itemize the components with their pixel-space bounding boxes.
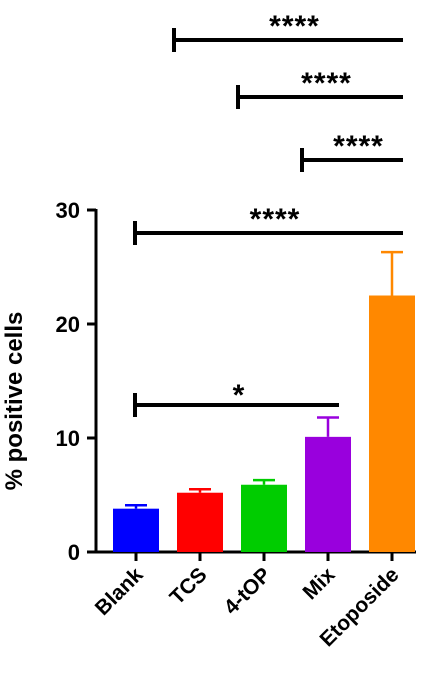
significance-brackets: ***************** [133,10,403,417]
bar-etoposide [369,295,415,552]
sig-stars: **** [333,130,384,163]
y-axis-label: % positive cells [1,312,28,491]
y-tick-label: 30 [56,198,80,223]
sig-stars: **** [301,67,352,100]
bar-blank [113,508,159,552]
y-tick-label: 20 [56,312,80,337]
bar-tcs [177,492,223,552]
bar-mix [305,436,351,552]
bars [113,295,415,552]
x-tick-label: Blank [91,563,148,620]
x-tick-label: 4-tOP [220,563,276,619]
y-tick-label: 0 [68,540,80,565]
x-tick-label: Mix [299,563,340,604]
x-tick-label: TCS [166,563,212,609]
y-tick-label: 10 [56,426,80,451]
bar-4-top [241,484,287,552]
sig-stars: **** [269,10,320,43]
sig-stars: * [233,379,246,412]
sig-stars: **** [250,203,301,236]
error-bars [125,250,403,509]
